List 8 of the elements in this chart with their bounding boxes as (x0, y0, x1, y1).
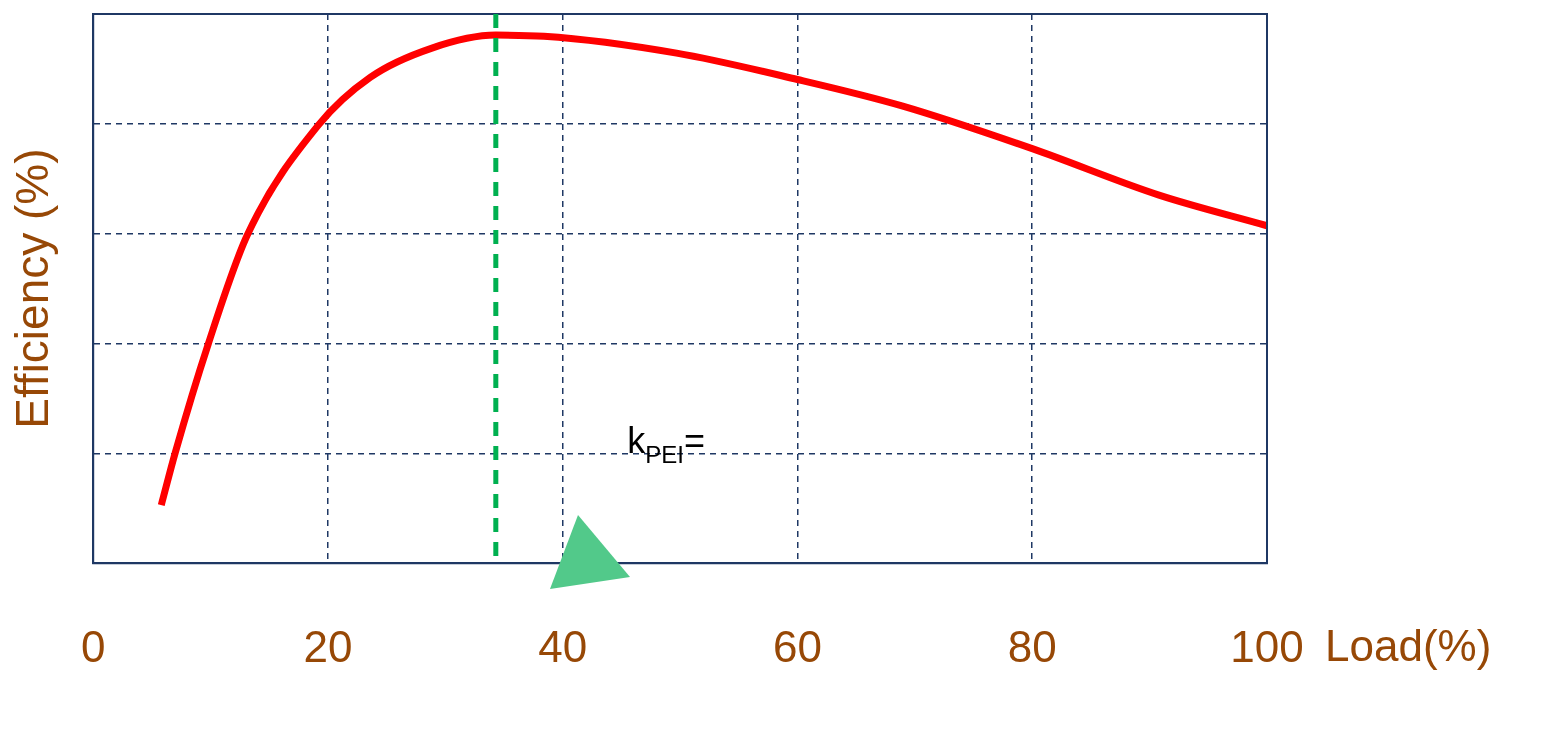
x-tick-label: 20 (303, 621, 353, 671)
y-axis-title: Efficiency (%) (6, 148, 59, 429)
x-tick-label: 40 (538, 621, 588, 671)
x-tick-label: 100 (1230, 621, 1304, 671)
x-tick-label: 0 (80, 621, 106, 671)
x-tick-label: 60 (773, 621, 822, 671)
x-axis-title: Load(%) (1325, 621, 1492, 671)
x-tick-label: 80 (1007, 621, 1057, 671)
